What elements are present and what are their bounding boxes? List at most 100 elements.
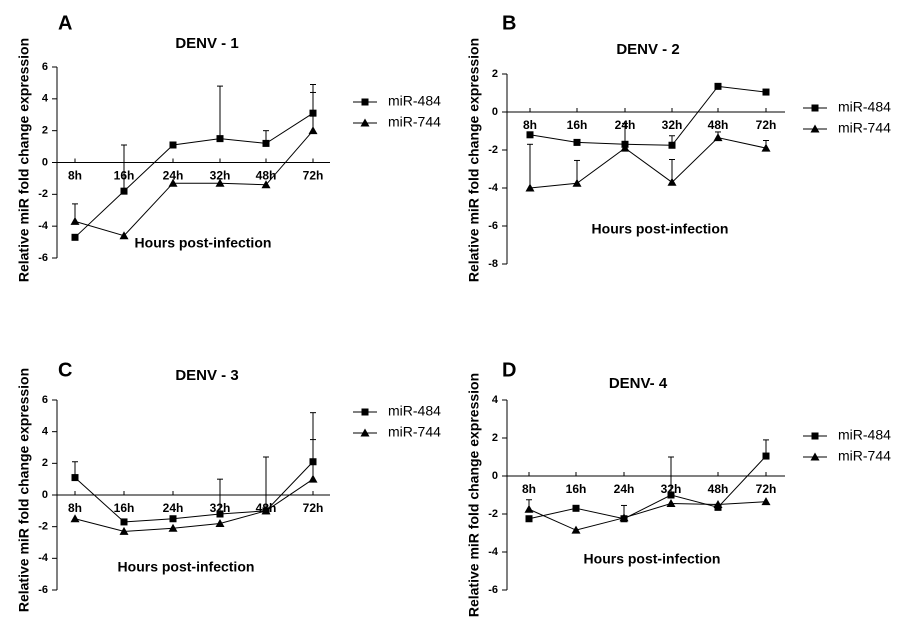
data-point-square — [526, 131, 534, 139]
legend-triangle-icon — [810, 452, 820, 461]
y-tick-label: 4 — [492, 394, 499, 406]
data-point-square — [573, 138, 581, 146]
y-tick-label: -4 — [488, 182, 499, 194]
data-point-triangle — [572, 178, 582, 187]
legend-triangle-icon — [360, 118, 370, 127]
data-point-triangle — [168, 523, 178, 532]
y-tick-label: 0 — [492, 106, 498, 118]
series-line — [74, 461, 314, 523]
y-tick-label: -2 — [38, 521, 48, 533]
panel-letter: A — [58, 12, 72, 34]
legend-label: miR-744 — [388, 114, 441, 130]
panel-letter: B — [502, 12, 516, 34]
chart-title: DENV- 4 — [609, 375, 668, 392]
x-tick-label: 72h — [756, 482, 777, 496]
y-axis-label: Relative miR fold change expression — [16, 38, 32, 282]
y-tick-label: -6 — [488, 584, 498, 596]
legend-label: miR-744 — [838, 120, 891, 136]
y-tick-label: 6 — [42, 61, 48, 73]
y-tick-label: -4 — [488, 546, 499, 558]
series-line — [74, 130, 314, 237]
y-tick-label: -2 — [488, 508, 498, 520]
series-mir-744: miR-744 — [70, 91, 441, 240]
data-point-triangle — [215, 519, 225, 527]
data-point-triangle — [524, 504, 534, 513]
y-tick-label: 6 — [42, 394, 48, 406]
y-tick-label: 2 — [492, 68, 498, 80]
x-tick-label: 72h — [303, 169, 324, 183]
data-point-triangle — [119, 526, 129, 535]
series-mir-744: miR-744 — [70, 424, 441, 535]
data-point-square — [572, 504, 580, 512]
data-point-triangle — [261, 180, 271, 189]
y-tick-label: -6 — [38, 584, 48, 596]
legend-triangle-icon — [810, 124, 820, 133]
x-tick-label: 32h — [210, 169, 231, 183]
x-tick-label: 8h — [68, 169, 82, 183]
series-line — [528, 501, 767, 531]
data-point-square — [216, 510, 224, 518]
series-mir-484: miR-484 — [525, 427, 891, 523]
data-point-triangle — [713, 133, 723, 142]
data-point-square — [120, 518, 128, 526]
data-point-square — [525, 515, 533, 523]
series-line — [529, 85, 767, 146]
y-tick-label: 2 — [42, 125, 48, 137]
x-tick-label: 72h — [756, 118, 777, 132]
x-tick-label: 32h — [662, 118, 683, 132]
y-tick-label: -4 — [38, 552, 49, 564]
data-point-square — [120, 187, 128, 195]
data-point-triangle — [308, 126, 318, 135]
data-point-triangle — [666, 499, 676, 508]
x-axis-label: Hours post-infection — [592, 221, 729, 237]
y-tick-label: -2 — [488, 144, 498, 156]
data-point-square — [714, 82, 722, 90]
data-point-triangle — [261, 506, 271, 515]
data-point-triangle — [119, 231, 129, 240]
data-point-triangle — [70, 514, 80, 523]
panel-letter: D — [502, 359, 516, 381]
y-tick-label: 0 — [492, 470, 498, 482]
data-point-square — [667, 491, 675, 499]
legend-triangle-icon — [360, 428, 370, 437]
data-point-triangle — [571, 525, 581, 534]
y-tick-label: -6 — [38, 252, 48, 264]
chart-title: DENV - 3 — [175, 367, 238, 384]
data-point-triangle — [168, 178, 178, 187]
y-tick-label: -6 — [488, 220, 498, 232]
data-point-triangle — [619, 513, 629, 522]
y-tick-label: -2 — [38, 188, 48, 200]
legend-square-icon — [811, 104, 819, 112]
data-point-triangle — [215, 178, 225, 187]
legend-square-icon — [361, 408, 369, 416]
x-tick-label: 24h — [614, 482, 635, 496]
data-point-square — [169, 141, 177, 149]
y-axis-label: Relative miR fold change expression — [16, 368, 32, 612]
series-line — [528, 455, 767, 520]
x-tick-label: 48h — [708, 118, 729, 132]
chart-title: DENV - 2 — [616, 41, 679, 58]
x-tick-label: 16h — [567, 118, 588, 132]
legend-label: miR-484 — [838, 99, 891, 115]
data-point-triangle — [620, 143, 630, 152]
series-line — [74, 478, 314, 532]
chart-title: DENV - 1 — [175, 35, 238, 52]
data-point-square — [762, 452, 770, 460]
data-point-triangle — [308, 474, 318, 483]
x-tick-label: 24h — [163, 501, 184, 515]
data-point-square — [216, 135, 224, 143]
y-axis-label: Relative miR fold change expression — [466, 38, 482, 282]
y-tick-label: -4 — [38, 220, 49, 232]
legend-label: miR-484 — [388, 93, 441, 109]
data-point-square — [262, 139, 270, 147]
legend-label: miR-484 — [838, 427, 891, 443]
data-point-square — [169, 515, 177, 523]
x-axis-label: Hours post-infection — [135, 235, 272, 251]
legend-label: miR-484 — [388, 403, 441, 419]
data-point-triangle — [667, 177, 677, 186]
x-tick-label: 48h — [708, 482, 729, 496]
